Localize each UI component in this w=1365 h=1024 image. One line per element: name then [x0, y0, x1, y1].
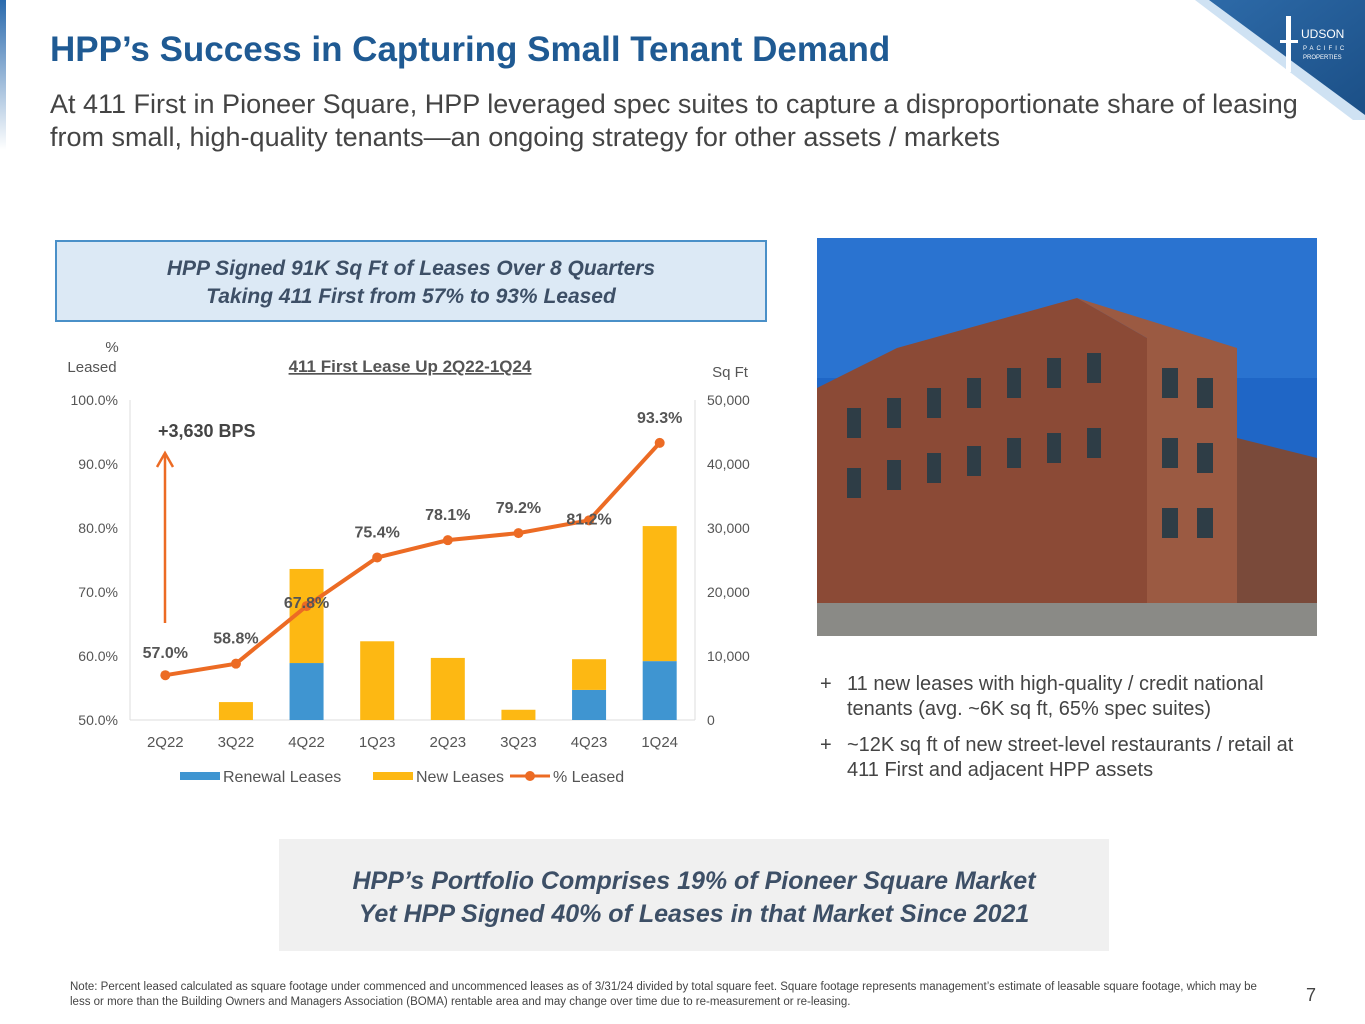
y-axis-label: Leased — [67, 359, 116, 376]
point-pct-leased — [301, 601, 312, 612]
legend-marker — [525, 771, 535, 781]
legend-label: New Leases — [416, 769, 504, 786]
y2-tick-label: 0 — [707, 712, 715, 728]
point-pct-leased — [442, 535, 453, 546]
bar-new-leases — [360, 641, 395, 720]
svg-text:UDSON: UDSON — [1301, 27, 1344, 41]
x-tick-label: 1Q23 — [359, 734, 396, 751]
bullet-item: + ~12K sq ft of new street-level restaur… — [820, 733, 1320, 783]
bar-new-leases — [501, 709, 536, 720]
market-line-1: HPP’s Portfolio Comprises 19% of Pioneer… — [352, 867, 1036, 895]
bullet-marker: + — [820, 673, 832, 695]
y2-tick-label: 50,000 — [707, 392, 750, 408]
point-pct-leased — [230, 658, 241, 669]
leasing-callout: HPP Signed 91K Sq Ft of Leases Over 8 Qu… — [55, 240, 767, 322]
point-pct-leased — [372, 552, 383, 563]
bar-new-leases — [642, 526, 677, 662]
legend-label: % Leased — [553, 769, 624, 786]
data-label: 75.4% — [355, 524, 400, 541]
callout-line-2: Taking 411 First from 57% to 93% Leased — [206, 285, 616, 308]
bullet-item: + 11 new leases with high-quality / cred… — [820, 672, 1320, 722]
point-pct-leased — [160, 670, 171, 681]
x-tick-label: 4Q23 — [571, 734, 608, 751]
data-label: 79.2% — [496, 500, 541, 517]
x-tick-label: 4Q22 — [288, 734, 325, 751]
y-tick-label: 60.0% — [78, 648, 118, 664]
bar-renewal-leases — [289, 663, 324, 720]
x-tick-label: 2Q22 — [147, 734, 184, 751]
building-photo — [817, 238, 1317, 636]
x-tick-label: 1Q24 — [641, 734, 678, 751]
increase-arrowhead — [155, 450, 175, 468]
x-tick-label: 3Q23 — [500, 734, 537, 751]
page-subtitle: At 411 First in Pioneer Square, HPP leve… — [50, 89, 1298, 152]
y-axis-label-pct: % — [105, 339, 118, 356]
y2-axis-label: Sq Ft — [712, 364, 749, 381]
legend-label: Renewal Leases — [223, 769, 341, 786]
data-label: 81.2% — [566, 511, 611, 528]
data-label: 78.1% — [425, 507, 470, 524]
y2-tick-label: 20,000 — [707, 584, 750, 600]
bar-renewal-leases — [572, 689, 607, 720]
line-pct-leased — [164, 441, 662, 678]
svg-text:PROPERTIES: PROPERTIES — [1303, 55, 1342, 61]
point-pct-leased — [654, 437, 665, 448]
data-label: 58.8% — [213, 631, 258, 648]
bar-new-leases — [572, 659, 607, 690]
bps-annotation: +3,630 BPS — [158, 421, 256, 441]
bar-new-leases — [430, 657, 465, 720]
accent-bar — [0, 0, 6, 150]
lease-up-chart: 50.0% 60.0% 70.0% 80.0% 90.0% 100.0% 0 10,000 20… — [67, 339, 750, 786]
bullet-marker: + — [820, 734, 832, 756]
callout-line-1: HPP Signed 91K Sq Ft of Leases Over 8 Qu… — [166, 257, 656, 280]
data-label: 57.0% — [143, 645, 188, 662]
svg-text:PACIFIC: PACIFIC — [1303, 46, 1347, 52]
y-tick-label: 90.0% — [78, 456, 118, 472]
point-pct-leased — [584, 515, 595, 526]
y-tick-label: 70.0% — [78, 584, 118, 600]
y-tick-label: 100.0% — [71, 392, 118, 408]
market-line-2: Yet HPP Signed 40% of Leases in that Mar… — [358, 900, 1030, 928]
y2-tick-label: 10,000 — [707, 648, 750, 664]
hudson-pacific-logo: UDSON PACIFIC PROPERTIES — [1195, 0, 1365, 120]
data-label: 67.8% — [284, 595, 329, 612]
y2-tick-label: 30,000 — [707, 520, 750, 536]
bar-renewal-leases — [642, 661, 677, 720]
point-pct-leased — [513, 528, 524, 539]
data-label: 93.3% — [637, 410, 682, 427]
legend-swatch — [373, 772, 413, 780]
x-tick-label: 2Q23 — [429, 734, 466, 751]
page-title: HPP’s Success in Capturing Small Tenant … — [50, 30, 891, 69]
market-share-callout: HPP’s Portfolio Comprises 19% of Pioneer… — [279, 839, 1109, 951]
bullet-text: ~12K sq ft of new street-level restauran… — [847, 734, 1294, 781]
y-tick-label: 80.0% — [78, 520, 118, 536]
chart-title: 411 First Lease Up 2Q22-1Q24 — [289, 357, 532, 376]
bar-new-leases — [218, 702, 253, 720]
legend-swatch — [180, 772, 220, 780]
y-tick-label: 50.0% — [78, 712, 118, 728]
y2-tick-label: 40,000 — [707, 456, 750, 472]
x-tick-label: 3Q22 — [218, 734, 255, 751]
bullet-text: 11 new leases with high-quality / credit… — [847, 673, 1264, 720]
footnote: Note: Percent leased calculated as squar… — [70, 981, 1257, 1008]
page-number: 7 — [1306, 985, 1317, 1005]
